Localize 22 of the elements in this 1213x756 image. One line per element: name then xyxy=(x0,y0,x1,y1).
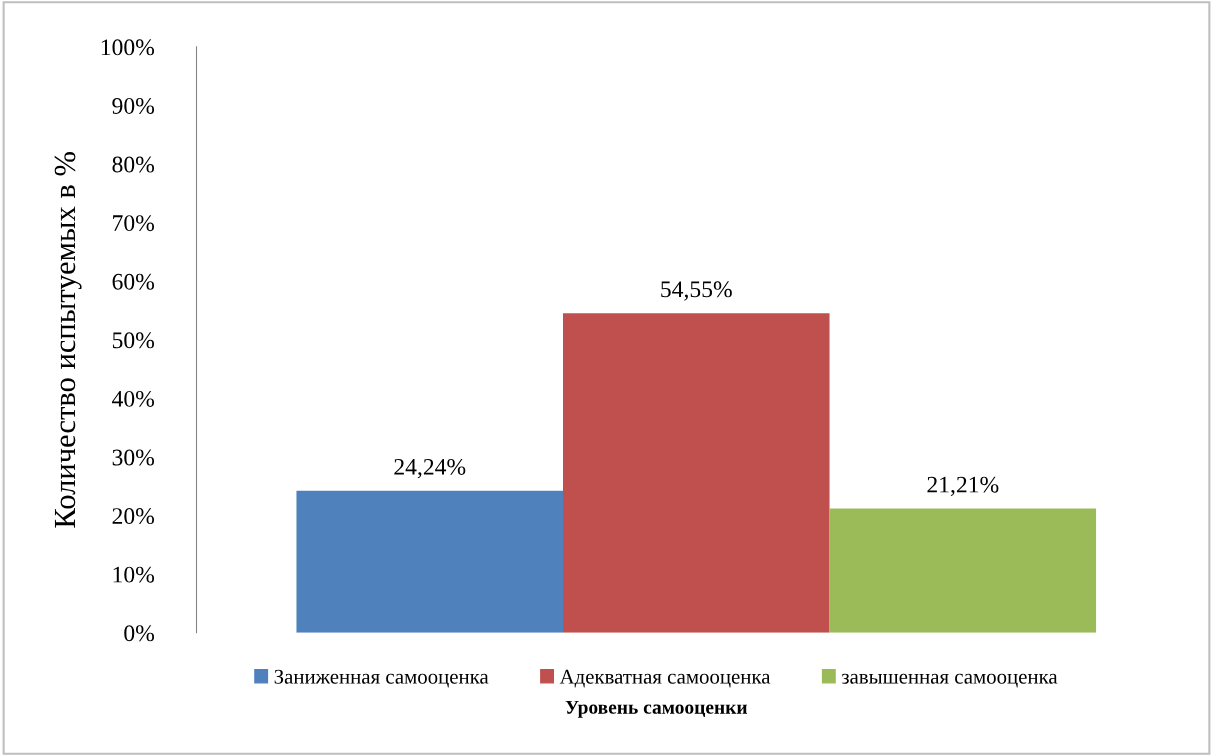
y-axis-title: Количество испытуемых в % xyxy=(54,152,82,528)
x-axis-title: Уровень самооценки xyxy=(565,700,748,718)
y-tick-label: 80% xyxy=(112,156,155,173)
data-label: 21,21% xyxy=(927,476,999,496)
y-tick-label: 30% xyxy=(112,449,155,466)
y-tick-label: 60% xyxy=(112,273,155,290)
legend-label: Адекватная самооценка xyxy=(559,669,771,688)
bar xyxy=(562,313,830,633)
bar xyxy=(829,508,1097,633)
data-label: 54,55% xyxy=(661,281,732,301)
y-tick-label: 0% xyxy=(124,625,155,642)
y-tick-label: 90% xyxy=(112,97,155,114)
y-tick-label: 40% xyxy=(112,390,155,407)
bar xyxy=(296,490,563,633)
data-label: 24,24% xyxy=(394,458,466,479)
y-tick-label: 100% xyxy=(101,39,155,56)
y-tick-label: 70% xyxy=(113,215,155,232)
y-tick-label: 20% xyxy=(112,508,155,525)
y-tick-label: 50% xyxy=(112,332,155,349)
y-tick-label: 10% xyxy=(113,566,155,583)
legend-label: Заниженная самооценка xyxy=(274,669,489,688)
legend-label: завышенная самооценка xyxy=(841,673,1058,688)
